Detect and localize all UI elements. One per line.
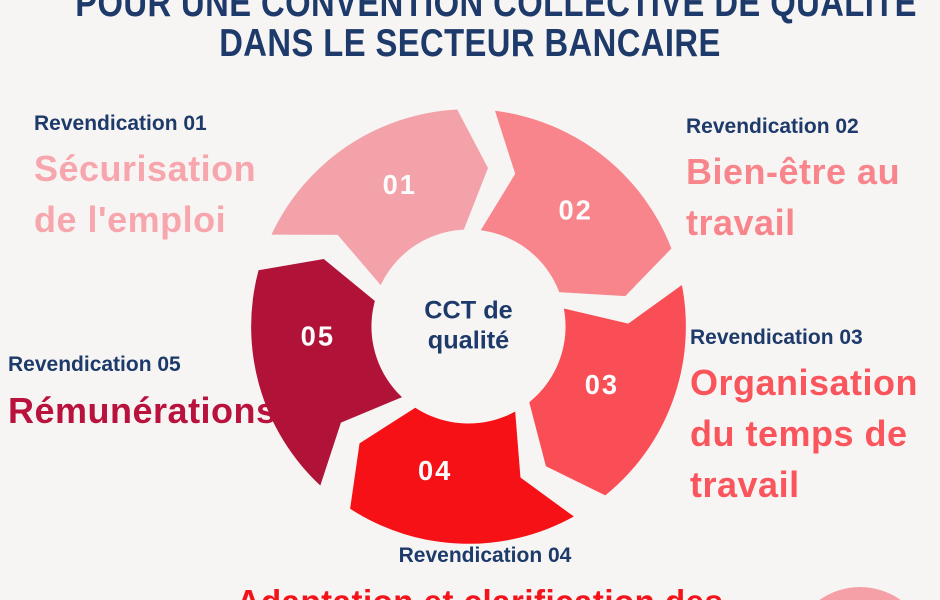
revendication-05-claim: Rémunérations: [8, 390, 277, 431]
segment-number-03: 03: [585, 369, 619, 400]
revendication-02-claim: Bien-être au travail: [686, 151, 901, 243]
revendication-03-label: Revendication 03: [690, 326, 863, 349]
revendication-02-label: Revendication 02: [686, 115, 859, 138]
wheel-segment-03: [528, 285, 686, 496]
segment-number-05: 05: [301, 321, 335, 352]
revendication-01-label: Revendication 01: [34, 112, 207, 135]
revendication-04-claim: Adaptation et clarification des: [10, 576, 940, 600]
wheel-center-label-line1: CCT de: [424, 296, 512, 324]
revendication-04-label: Revendication 04: [398, 544, 572, 567]
wheel-segment-05: [251, 258, 403, 486]
revendication-05-label: Revendication 05: [8, 353, 181, 376]
cycle-wheel-diagram: 01 02 03 04 05 CCT de qualité: [251, 109, 686, 544]
wheel-center-label-line2: qualité: [428, 327, 509, 355]
segment-number-02: 02: [558, 194, 592, 225]
wheel-segment-04: [350, 407, 574, 544]
page-title: POUR UNE CONVENTION COLLECTIVE DE QUALIT…: [75, 0, 917, 65]
wheel-segment-01: [271, 109, 489, 286]
revendication-03-claim: Organisation du temps de travail: [690, 362, 919, 505]
page-title-line2: DANS LE SECTEUR BANCAIRE: [219, 22, 721, 65]
segment-number-04: 04: [418, 455, 452, 486]
wheel-segment-02: [480, 110, 672, 297]
segment-number-01: 01: [383, 169, 417, 200]
page-title-line1: POUR UNE CONVENTION COLLECTIVE DE QUALIT…: [75, 0, 917, 25]
revendication-01-claim: Sécurisation de l'emploi: [34, 148, 257, 240]
wheel-center-circle: [371, 229, 566, 424]
